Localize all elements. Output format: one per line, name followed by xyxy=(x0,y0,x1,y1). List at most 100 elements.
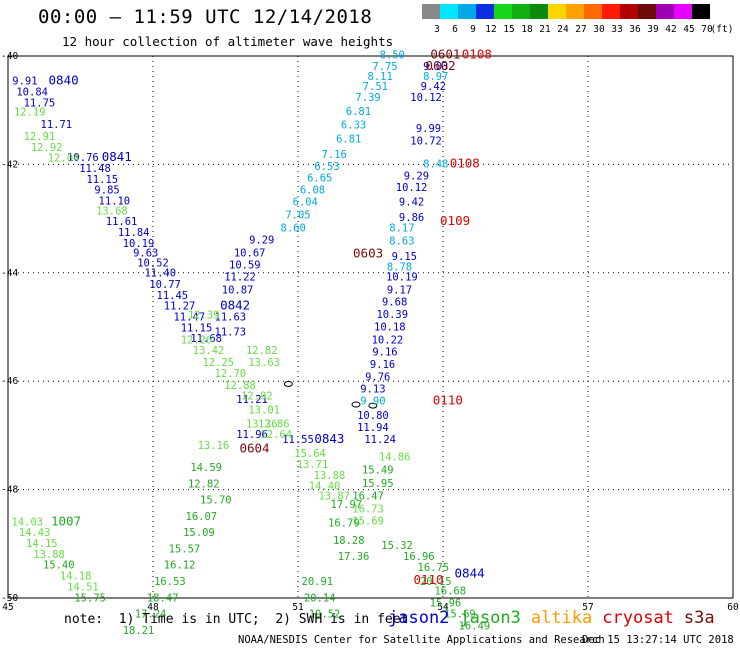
wave-height-value: 10.12 xyxy=(410,92,442,104)
wave-height-value: 7.16 xyxy=(322,149,347,161)
wave-height-value: 15.95 xyxy=(362,478,394,490)
pass-time-label: 0844 xyxy=(455,565,485,580)
map-frame xyxy=(7,55,734,599)
colorbar-swatch xyxy=(674,4,692,19)
wave-height-value: 15.70 xyxy=(200,495,232,507)
wave-height-value: 13.16 xyxy=(198,440,230,452)
wave-height-value: 10.80 xyxy=(357,410,389,422)
wave-height-value: 10.59 xyxy=(229,259,261,271)
colorbar-swatch xyxy=(620,4,638,19)
wave-height-value: 13.36 xyxy=(246,418,278,430)
colorbar-swatch xyxy=(530,4,548,19)
wave-height-value: 8.63 xyxy=(389,236,414,248)
wave-height-value: 6.53 xyxy=(314,161,339,173)
wave-height-value: 11.73 xyxy=(215,327,247,339)
colorbar-swatch xyxy=(476,4,494,19)
lon-tick-label: 51 xyxy=(292,602,304,613)
lat-tick-label: -46 xyxy=(1,376,18,387)
wave-height-value: 11.75 xyxy=(24,97,56,109)
wave-height-value: 14.15 xyxy=(26,538,58,550)
wave-height-value: 11.21 xyxy=(236,394,268,406)
wave-height-value: 6.33 xyxy=(341,120,366,132)
lon-tick-label: 45 xyxy=(2,602,13,613)
wave-height-value: 12.92 xyxy=(241,391,273,403)
wave-height-value: 10.22 xyxy=(372,334,404,346)
wave-height-value: 11.48 xyxy=(79,163,111,175)
wave-height-value: 18.21 xyxy=(123,625,155,637)
wave-height-value: 18.47 xyxy=(147,592,179,604)
wave-height-value: 15.75 xyxy=(74,592,106,604)
wave-height-value: 11.10 xyxy=(99,196,131,208)
legend-cryosat: cryosat xyxy=(602,608,674,628)
wave-height-value: 9.90 xyxy=(360,396,385,408)
wave-height-value: 16.68 xyxy=(434,586,466,598)
wave-height-value: 9.29 xyxy=(249,235,274,247)
wave-height-value: 10.84 xyxy=(16,87,48,99)
pass-time-label: 0108 xyxy=(462,47,492,62)
colorbar-swatch xyxy=(440,4,458,19)
wave-height-value: 10.18 xyxy=(374,321,406,333)
wave-height-value: 16.49 xyxy=(459,620,491,632)
wave-height-value: 10.67 xyxy=(234,248,266,260)
wave-height-value: 14.40 xyxy=(309,481,341,493)
wave-height-value: 8.48 xyxy=(423,159,448,171)
wave-height-value: 13.88 xyxy=(33,549,65,561)
colorbar-tick-label: 45 xyxy=(683,24,694,35)
wave-height-value: 11.63 xyxy=(215,311,247,323)
wave-height-value: 12.88 xyxy=(224,380,256,392)
wave-height-value: 14.18 xyxy=(60,571,92,583)
colorbar-tick-label: 6 xyxy=(452,24,458,35)
legend-altika: altika xyxy=(530,608,593,628)
wave-height-value: 17.97 xyxy=(331,499,363,511)
wave-height-value: 9.03 xyxy=(423,61,448,73)
lat-tick-label: -42 xyxy=(1,159,18,170)
wave-height-value: 12.70 xyxy=(215,368,247,380)
wave-height-value: 8.97 xyxy=(423,71,448,83)
wave-height-value: 15.96 xyxy=(430,598,462,610)
colorbar-tick-label: 36 xyxy=(629,24,641,35)
wave-height-value: 7.05 xyxy=(285,210,310,222)
wave-height-value: 9.76 xyxy=(365,372,390,384)
colorbar-tick-label: 24 xyxy=(557,24,569,35)
wave-height-value: 12.25 xyxy=(202,357,234,369)
wave-height-value: 15.69 xyxy=(352,515,384,527)
wave-height-value: 13.68 xyxy=(96,205,128,217)
colorbar-swatch xyxy=(566,4,584,19)
pass-time-label: 0840 xyxy=(49,73,79,88)
wave-height-value: 9.16 xyxy=(372,347,397,359)
wave-height-value: 14.03 xyxy=(12,516,44,528)
lat-tick-label: -44 xyxy=(1,268,18,279)
island-outline xyxy=(368,402,378,409)
wave-height-value: 9.68 xyxy=(382,296,407,308)
colorbar-swatch xyxy=(422,4,440,19)
wave-height-value: 8.78 xyxy=(387,262,412,274)
wave-height-value: 6.08 xyxy=(300,185,325,197)
pass-time-label: 1007 xyxy=(51,513,81,528)
lon-tick-label: 54 xyxy=(437,602,449,613)
wave-height-value: 12.19 xyxy=(14,107,46,119)
wave-height-value: 7.51 xyxy=(363,81,388,93)
wave-height-value: 10.52 xyxy=(137,257,169,269)
wave-height-value: 9.42 xyxy=(421,81,446,93)
colorbar-unit: (ft) xyxy=(711,24,734,35)
note-text: note: 1) Time is in UTC; 2) SWH is in fe… xyxy=(64,612,409,627)
pass-time-label: 0842 xyxy=(220,298,250,313)
wave-height-value: 10.12 xyxy=(396,182,428,194)
wave-height-value: 16.12 xyxy=(164,560,196,572)
wave-height-value: 15.09 xyxy=(183,527,215,539)
wave-height-value: 15.64 xyxy=(294,448,326,460)
wave-height-value: 19.52 xyxy=(309,609,341,621)
colorbar-swatch xyxy=(584,4,602,19)
pass-time-label: 0841 xyxy=(102,149,132,164)
wave-height-value: 20.91 xyxy=(302,576,334,588)
wave-height-value: 11.15 xyxy=(86,174,118,186)
wave-height-value: 16.07 xyxy=(186,511,218,523)
satellite-legend: jason2 jason3 altika cryosat s3a xyxy=(388,608,715,628)
colorbar-tick-label: 42 xyxy=(665,24,676,35)
wave-height-value: 10.19 xyxy=(123,238,155,250)
island-outline xyxy=(351,401,361,408)
map-subtitle: 12 hour collection of altimeter wave hei… xyxy=(62,34,394,49)
wave-height-value: 6.81 xyxy=(336,134,361,146)
